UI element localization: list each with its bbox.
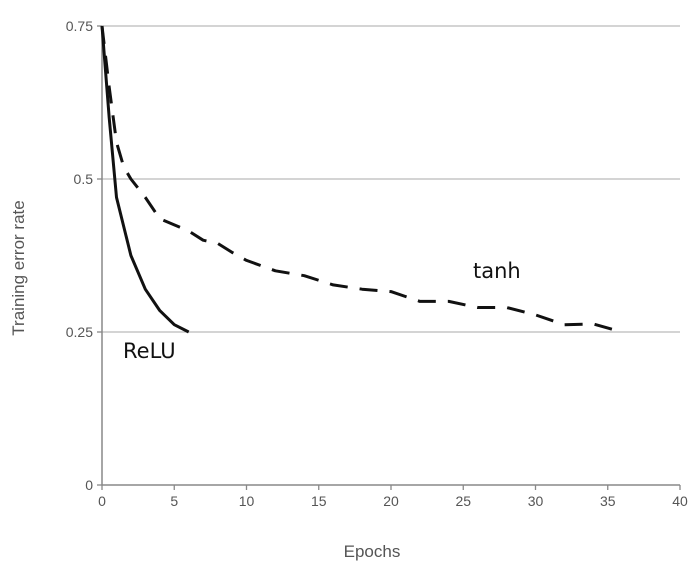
y-tick-label-0: 0 bbox=[85, 477, 93, 493]
y-tick-label-1: 0.25 bbox=[66, 324, 93, 340]
x-axis-ticks: 0 5 10 15 20 25 30 35 40 bbox=[98, 485, 688, 509]
x-tick-label-6: 30 bbox=[528, 493, 544, 509]
y-axis-ticks: 0 0.25 0.5 0.75 bbox=[66, 18, 102, 493]
series-line-tanh bbox=[100, 25, 623, 334]
series-line-relu bbox=[100, 25, 190, 334]
x-tick-label-3: 15 bbox=[311, 493, 327, 509]
gridlines bbox=[102, 25, 680, 333]
x-tick-label-0: 0 bbox=[98, 493, 106, 509]
axes bbox=[101, 26, 680, 486]
y-tick-label-3: 0.75 bbox=[66, 18, 93, 34]
x-tick-label-4: 20 bbox=[383, 493, 399, 509]
series-label-tanh: tanh bbox=[473, 259, 521, 283]
x-tick-label-8: 40 bbox=[672, 493, 688, 509]
series-labels: ReLU tanh bbox=[123, 259, 521, 363]
x-tick-label-1: 5 bbox=[170, 493, 178, 509]
x-axis-title: Epochs bbox=[344, 542, 401, 561]
x-tick-label-5: 25 bbox=[455, 493, 471, 509]
y-axis-title: Training error rate bbox=[9, 200, 28, 335]
x-tick-label-7: 35 bbox=[600, 493, 616, 509]
x-tick-label-2: 10 bbox=[239, 493, 255, 509]
series-label-relu: ReLU bbox=[123, 339, 176, 363]
y-tick-label-2: 0.5 bbox=[74, 171, 94, 187]
series-lines bbox=[100, 25, 623, 334]
